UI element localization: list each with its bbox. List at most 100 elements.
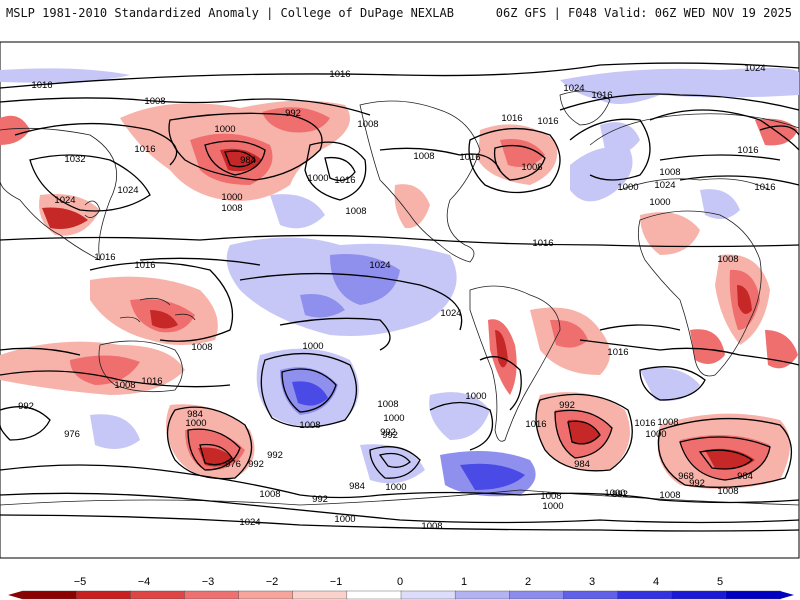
- colorbar-segment: [75, 590, 131, 600]
- colorbar-tick-label: −2: [266, 576, 279, 588]
- isobar-label: 1016: [94, 252, 115, 263]
- isobar-label: 984: [737, 471, 753, 482]
- isobar-label: 992: [380, 427, 396, 438]
- colorbar-segment: [346, 590, 402, 600]
- colorbar-segment: [509, 590, 565, 600]
- isobar-label: 1024: [54, 195, 75, 206]
- isobar-label: 1000: [214, 124, 235, 135]
- isobar-label: 1016: [591, 90, 612, 101]
- isobar-label: 1016: [634, 418, 655, 429]
- isobar-label: 1008: [191, 342, 212, 353]
- colorbar-min-arrow: [8, 591, 22, 599]
- isobar-label: 1000: [645, 429, 666, 440]
- coastline-layer: [0, 90, 800, 506]
- isobar-label: 1008: [299, 420, 320, 431]
- isobar-label: 1008: [413, 151, 434, 162]
- isobar-label: 1016: [134, 260, 155, 271]
- colorbar-segment: [292, 590, 348, 600]
- isobar-label: 1024: [369, 260, 390, 271]
- isobar-label: 1008: [357, 119, 378, 130]
- isobar-label: 1000: [185, 418, 206, 429]
- isobar-label: 1000: [383, 413, 404, 424]
- isobar-label: 1000: [307, 173, 328, 184]
- isobar-label: 976: [64, 429, 80, 440]
- isobar-label: 1016: [329, 69, 350, 80]
- colorbar-tick-label: 2: [525, 576, 531, 588]
- isobar-label: 1008: [114, 380, 135, 391]
- isobar-label: 1016: [532, 238, 553, 249]
- colorbar-tick-label: 5: [717, 576, 723, 588]
- model-run-title: 06Z GFS | F048 Valid: 06Z WED NOV 19 202…: [495, 6, 792, 20]
- colorbar-tick-label: −5: [74, 576, 87, 588]
- isobar-label: 1000: [649, 197, 670, 208]
- isobar-label: 1000: [465, 391, 486, 402]
- isobar-label: 992: [559, 400, 575, 411]
- isobar-label: 992: [382, 430, 398, 441]
- isobar-label: 1024: [654, 180, 675, 191]
- isobar-label: 1008: [521, 162, 542, 173]
- isobar-label: 1008: [421, 521, 442, 532]
- isobar-label: 1008: [259, 489, 280, 500]
- colorbar-tick-label: −1: [330, 576, 343, 588]
- isobar-label: 1008: [717, 254, 738, 265]
- colorbar-tick-label: 4: [653, 576, 659, 588]
- isobar-label: 992: [689, 478, 705, 489]
- isobar-label: 1016: [459, 152, 480, 163]
- colorbar-segment: [21, 590, 77, 600]
- colorbar-segment: [238, 590, 294, 600]
- isobar-label: 976: [225, 459, 241, 470]
- colorbar-segment: [454, 590, 510, 600]
- isobar-label: 1008: [717, 486, 738, 497]
- isobar-label: 1016: [334, 175, 355, 186]
- isobar-label: 1000: [302, 341, 323, 352]
- isobar-label: 992: [285, 108, 301, 119]
- colorbar-max-arrow: [780, 591, 794, 599]
- isobar-label: 968: [678, 471, 694, 482]
- map-title: MSLP 1981-2010 Standardized Anomaly | Co…: [6, 6, 454, 20]
- isobar-label: 1000: [334, 514, 355, 525]
- isobar-label: 992: [248, 459, 264, 470]
- isobar-label: 1024: [744, 63, 765, 74]
- isobar-label: 1016: [141, 376, 162, 387]
- isobar-label: 1016: [134, 144, 155, 155]
- isobar-label: 1016: [607, 347, 628, 358]
- isobar-label: 1016: [31, 80, 52, 91]
- isobar-label: 1000: [604, 488, 625, 499]
- contour-labels: 1016100810321024102410161008101610161008…: [18, 63, 776, 532]
- colorbar-segment: [671, 590, 727, 600]
- isobar-label: 992: [312, 494, 328, 505]
- isobar-label: 1000: [385, 482, 406, 493]
- isobar-label: 1016: [501, 113, 522, 124]
- isobar-label: 1008: [221, 203, 242, 214]
- colorbar-segment: [563, 590, 619, 600]
- isobar-label: 1008: [144, 96, 165, 107]
- isobar-label: 1008: [657, 417, 678, 428]
- colorbar: −5 −4 −3 −2 −1 0 1 2 3 4 5: [8, 576, 794, 600]
- colorbar-tick-label: −3: [202, 576, 215, 588]
- isobar-label: 1008: [659, 490, 680, 501]
- isobar-label: 984: [349, 481, 365, 492]
- isobar-label: 992: [267, 450, 283, 461]
- colorbar-tick-label: 1: [461, 576, 467, 588]
- isobar-label: 1000: [542, 501, 563, 512]
- isobar-label: 984: [240, 155, 256, 166]
- isobar-label: 1000: [617, 182, 638, 193]
- isobar-label: 1008: [540, 491, 561, 502]
- colorbar-segment: [617, 590, 673, 600]
- colorbar-segment: [400, 590, 456, 600]
- colorbar-tick-label: 3: [589, 576, 595, 588]
- isobar-label: 1016: [754, 182, 775, 193]
- isobar-label: 1024: [117, 185, 138, 196]
- colorbar-segment: [184, 590, 240, 600]
- isobar-label: 1024: [440, 308, 461, 319]
- isobar-label: 984: [187, 409, 203, 420]
- isobar-label: 1016: [525, 419, 546, 430]
- negative-anomaly-shading: [0, 100, 798, 489]
- isobar-layer: [0, 62, 800, 532]
- isobar-label: 1016: [737, 145, 758, 156]
- positive-anomaly-shading: [0, 67, 799, 497]
- isobar-label: 1000: [221, 192, 242, 203]
- isobar-label: 1008: [377, 399, 398, 410]
- isobar-label: 1032: [64, 154, 85, 165]
